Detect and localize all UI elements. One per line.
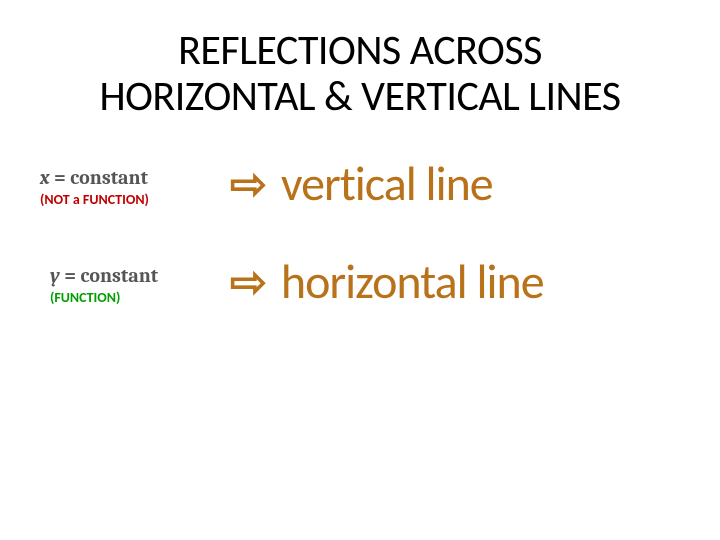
- row1-line-text: vertical line: [281, 160, 493, 208]
- row1-right: ⇨ vertical line: [230, 160, 493, 208]
- row2-left: y = constant (FUNCTION): [40, 258, 230, 306]
- arrow-icon: ⇨: [230, 162, 267, 206]
- title-line-1: REFLECTIONS ACROSS: [178, 25, 542, 76]
- arrow-icon: ⇨: [230, 260, 267, 304]
- row1-func-label: (NOT a FUNCTION): [40, 191, 230, 208]
- row2-equation: y = constant: [50, 264, 230, 287]
- row1-left: x = constant (NOT a FUNCTION): [40, 160, 230, 208]
- row-horizontal: y = constant (FUNCTION) ⇨ horizontal lin…: [40, 258, 680, 306]
- slide-title: REFLECTIONS ACROSS HORIZONTAL & VERTICAL…: [40, 28, 680, 120]
- row-vertical: x = constant (NOT a FUNCTION) ⇨ vertical…: [40, 160, 680, 208]
- title-line-2: HORIZONTAL & VERTICAL LINES: [99, 71, 620, 122]
- row2-func-label: (FUNCTION): [50, 289, 230, 306]
- row2-right: ⇨ horizontal line: [230, 258, 544, 306]
- row1-equation: x = constant: [40, 166, 230, 189]
- slide-container: REFLECTIONS ACROSS HORIZONTAL & VERTICAL…: [0, 0, 720, 540]
- row2-line-text: horizontal line: [281, 258, 544, 306]
